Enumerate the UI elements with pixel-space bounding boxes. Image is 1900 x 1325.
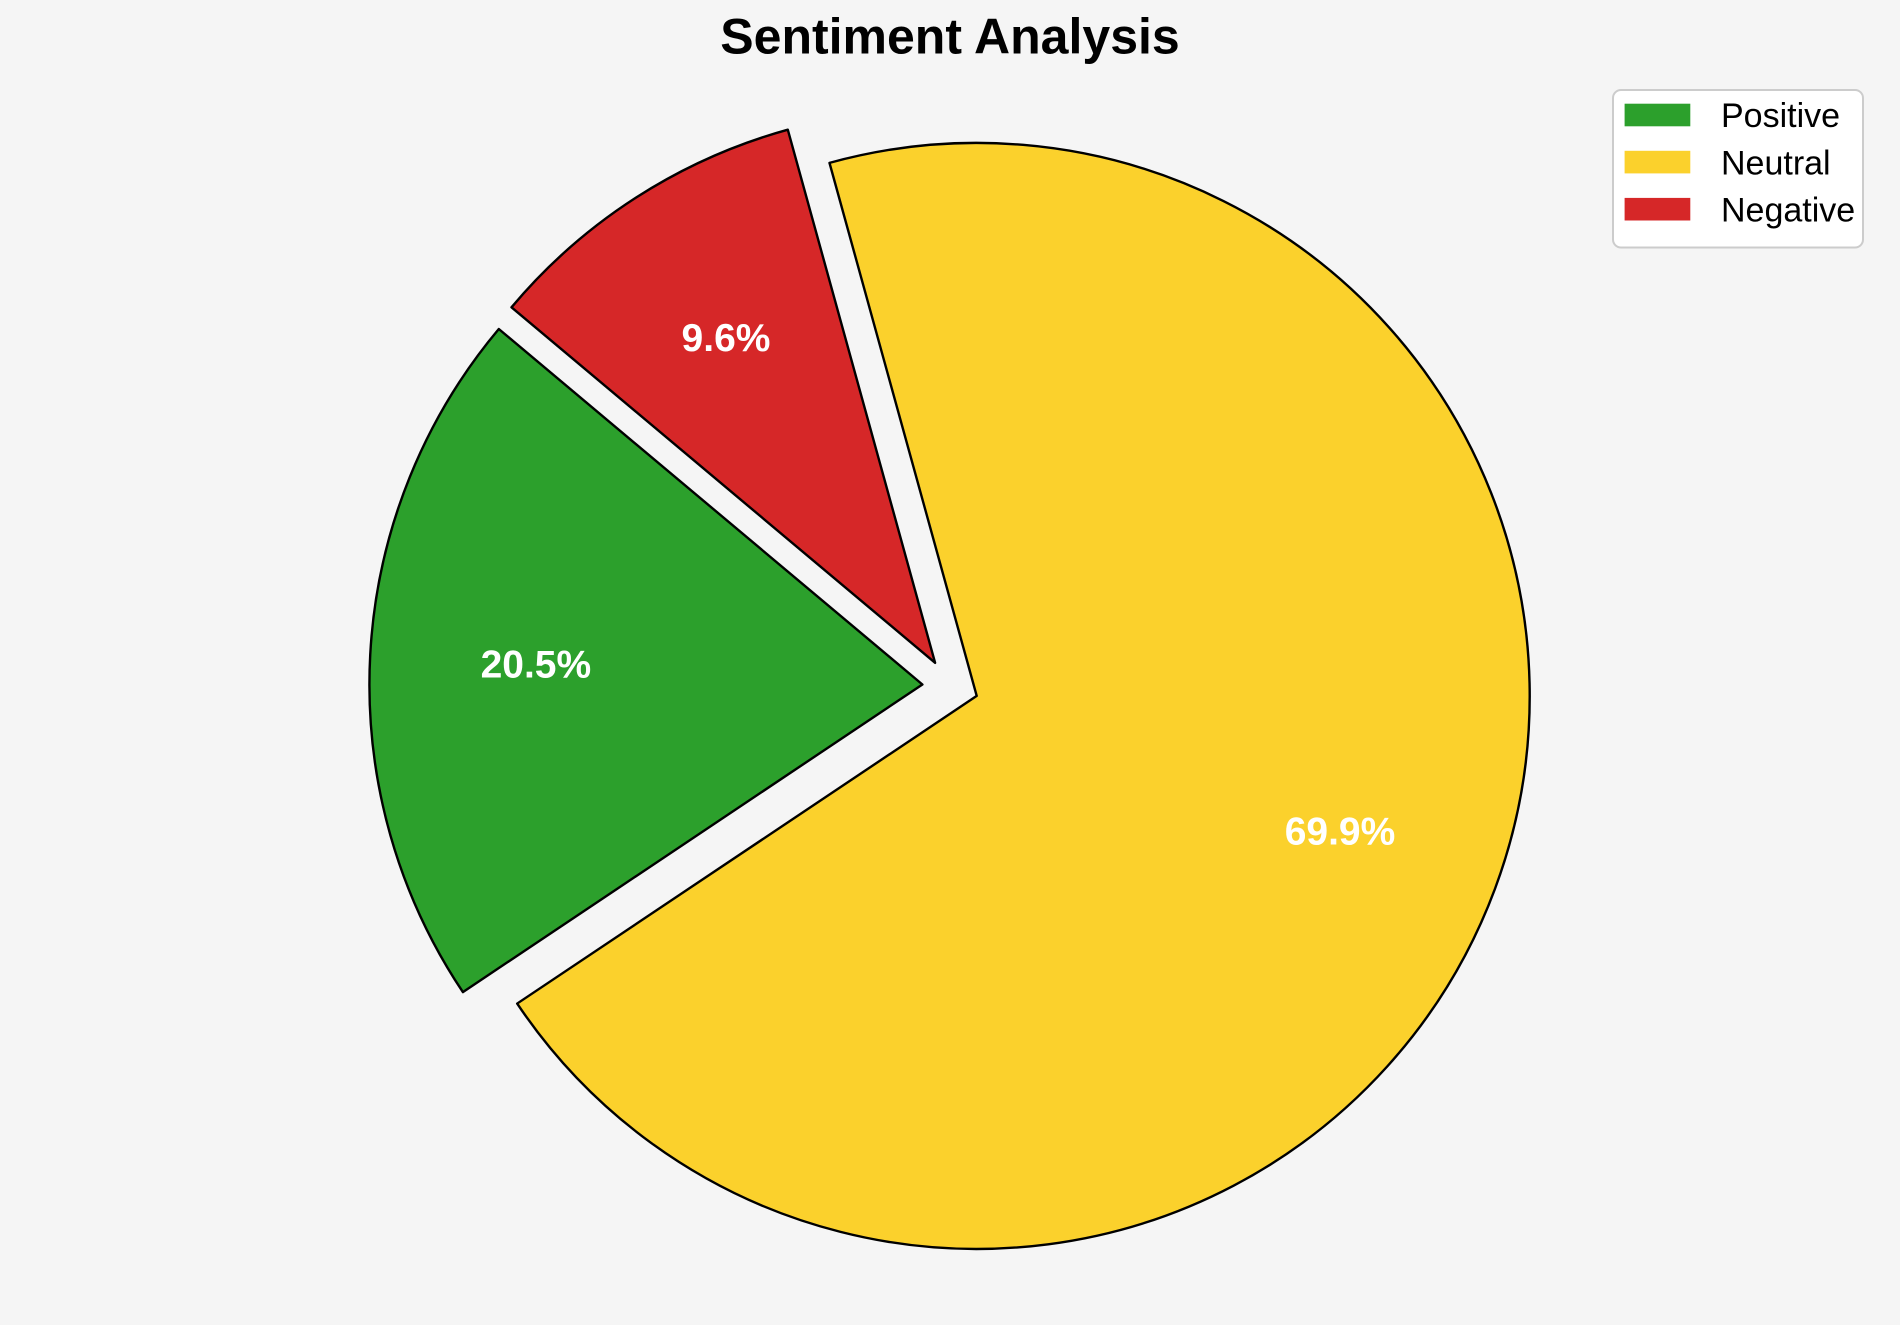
svg-text:9.6%: 9.6% [682, 317, 771, 360]
svg-text:Neutral: Neutral [1721, 144, 1831, 182]
svg-text:69.9%: 69.9% [1285, 810, 1396, 853]
svg-text:Positive: Positive [1721, 97, 1840, 135]
svg-text:Sentiment Analysis: Sentiment Analysis [720, 9, 1179, 65]
svg-text:20.5%: 20.5% [481, 643, 592, 686]
svg-text:Negative: Negative [1721, 191, 1855, 229]
